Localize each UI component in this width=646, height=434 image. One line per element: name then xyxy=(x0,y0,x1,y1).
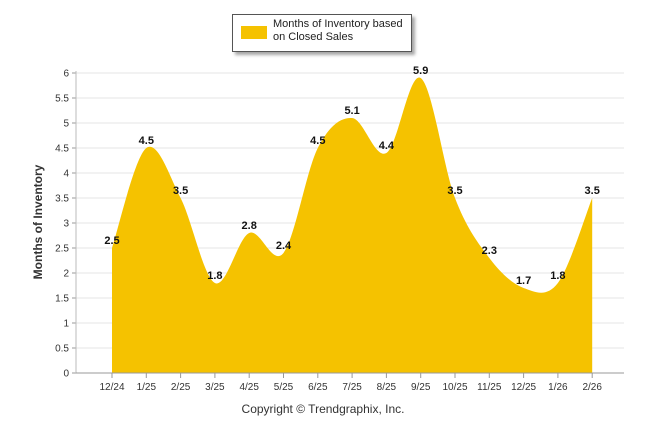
y-tick-label: 4 xyxy=(63,169,69,180)
data-label: 3.5 xyxy=(173,185,188,197)
x-tick-label: 11/25 xyxy=(477,382,502,393)
y-tick-label: 2.5 xyxy=(55,244,69,255)
y-axis: 0 0.5 1 1.5 2 2.5 3 3.5 4 4.5 5 5.5 6 xyxy=(55,69,77,380)
data-label: 1.8 xyxy=(207,270,222,282)
x-tick-label: 12/25 xyxy=(511,382,536,393)
y-tick-label: 5.5 xyxy=(55,94,69,105)
x-axis: 12/24 1/25 2/25 3/25 4/25 5/25 6/25 7/25 8/25 9/2… xyxy=(76,372,624,393)
y-tick-label: 1.5 xyxy=(55,294,69,305)
x-tick-label: 1/25 xyxy=(137,382,157,393)
y-tick-label: 4.5 xyxy=(55,144,69,155)
legend: Months of Inventory based on Closed Sale… xyxy=(232,14,412,52)
x-tick-label: 8/25 xyxy=(377,382,397,393)
data-label: 5.1 xyxy=(344,105,359,117)
data-label: 3.5 xyxy=(447,185,462,197)
y-tick-label: 3.5 xyxy=(55,194,69,205)
data-label: 2.3 xyxy=(482,245,497,257)
y-tick-label: 6 xyxy=(63,69,69,80)
data-label: 1.8 xyxy=(550,270,565,282)
y-tick-label: 3 xyxy=(63,219,69,230)
x-tick-label: 12/24 xyxy=(99,382,124,393)
x-tick-label: 5/25 xyxy=(274,382,294,393)
x-tick-label: 3/25 xyxy=(205,382,225,393)
data-label: 1.7 xyxy=(516,275,531,287)
x-tick-label: 4/25 xyxy=(239,382,259,393)
y-tick-label: 1 xyxy=(63,319,69,330)
data-label: 2.4 xyxy=(276,240,292,252)
x-tick-label: 1/26 xyxy=(548,382,568,393)
legend-label: Months of Inventory based on Closed Sale… xyxy=(273,18,403,43)
x-tick-label: 2/25 xyxy=(171,382,191,393)
x-tick-label: 6/25 xyxy=(308,382,328,393)
x-tick-label: 9/25 xyxy=(411,382,431,393)
data-labels: 2.5 4.5 3.5 1.8 2.8 2.4 4.5 5.1 4.4 5.9 3.5 2.3 1.7 1… xyxy=(104,65,599,287)
data-label: 2.8 xyxy=(242,220,257,232)
y-tick-label: 5 xyxy=(63,119,69,130)
data-label: 3.5 xyxy=(585,185,600,197)
x-tick-label: 10/25 xyxy=(442,382,467,393)
x-tick-label: 7/25 xyxy=(342,382,362,393)
y-tick-label: 2 xyxy=(63,269,69,280)
data-label: 4.4 xyxy=(379,140,395,152)
y-axis-title: Months of Inventory xyxy=(31,164,45,280)
data-label: 4.5 xyxy=(139,135,154,147)
legend-swatch xyxy=(241,26,267,39)
data-label: 2.5 xyxy=(104,235,119,247)
area-series xyxy=(112,77,593,373)
x-tick-label: 2/26 xyxy=(582,382,602,393)
copyright-text: Copyright © Trendgraphix, Inc. xyxy=(241,402,405,416)
data-label: 5.9 xyxy=(413,65,428,77)
area-fill xyxy=(112,77,593,373)
y-tick-label: 0.5 xyxy=(55,344,69,355)
data-label: 4.5 xyxy=(310,135,325,147)
y-tick-label: 0 xyxy=(63,369,69,380)
